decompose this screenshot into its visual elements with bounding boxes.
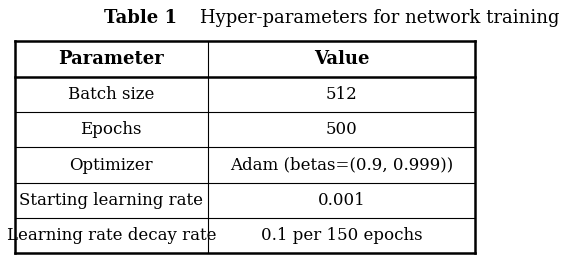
Text: 0.001: 0.001 xyxy=(318,192,366,209)
Text: Table 1: Table 1 xyxy=(104,9,177,27)
Text: Starting learning rate: Starting learning rate xyxy=(19,192,203,209)
Text: Hyper-parameters for network training: Hyper-parameters for network training xyxy=(177,9,559,27)
Text: Optimizer: Optimizer xyxy=(70,157,153,173)
Text: Adam (betas=(0.9, 0.999)): Adam (betas=(0.9, 0.999)) xyxy=(230,157,453,173)
Text: 512: 512 xyxy=(326,86,358,103)
Text: 0.1 per 150 epochs: 0.1 per 150 epochs xyxy=(261,227,423,244)
Text: Batch size: Batch size xyxy=(68,86,154,103)
Text: 500: 500 xyxy=(326,121,358,138)
Text: Value: Value xyxy=(314,50,369,68)
Text: Epochs: Epochs xyxy=(81,121,142,138)
Text: Parameter: Parameter xyxy=(58,50,164,68)
Text: Learning rate decay rate: Learning rate decay rate xyxy=(6,227,216,244)
